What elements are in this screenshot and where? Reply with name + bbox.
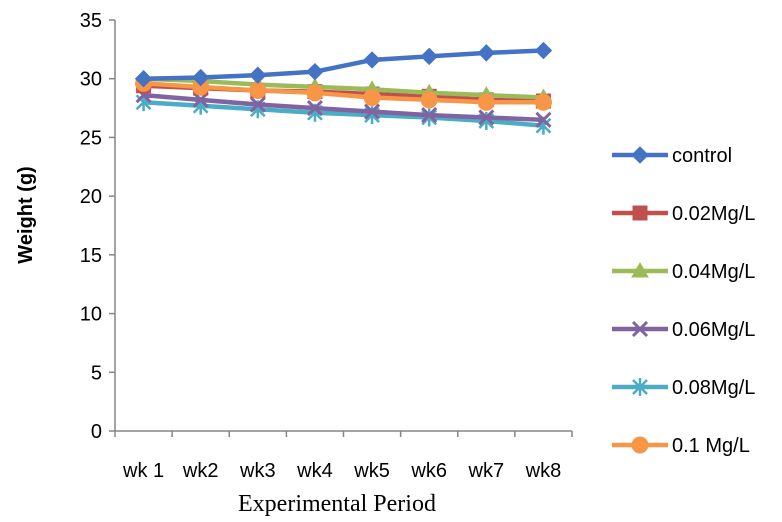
- data-point: [477, 93, 495, 111]
- legend-marker: [631, 436, 649, 454]
- data-point: [306, 84, 324, 102]
- legend-item: 0.04Mg/L: [612, 261, 755, 283]
- y-tick-label: 0: [91, 421, 102, 443]
- data-point: [363, 89, 381, 107]
- data-point: [364, 103, 381, 120]
- series-line: [143, 92, 544, 123]
- x-tick-label: wk2: [182, 460, 219, 482]
- x-tick-label: wk6: [410, 460, 447, 482]
- legend-item: 0.06Mg/L: [612, 319, 755, 341]
- x-axis-title: Experimental Period: [238, 491, 436, 517]
- data-point: [249, 81, 267, 99]
- legend-marker: [631, 146, 649, 164]
- x-tick-label: wk5: [353, 460, 390, 482]
- series-0: [134, 41, 553, 88]
- x-tick-label: wk4: [296, 460, 333, 482]
- data-point: [191, 68, 210, 87]
- legend-marker: [632, 378, 648, 396]
- data-point: [478, 109, 495, 126]
- legend-label: 0.04Mg/L: [672, 261, 755, 283]
- x-tick-label: wk3: [239, 460, 276, 482]
- data-point: [420, 91, 438, 109]
- legend-item: control: [612, 145, 732, 167]
- y-tick-label: 5: [91, 362, 102, 384]
- data-point: [420, 47, 438, 66]
- data-point: [421, 107, 438, 124]
- series-line: [143, 81, 544, 105]
- data-point: [363, 51, 381, 69]
- data-point: [477, 44, 496, 62]
- y-tick-label: 15: [80, 245, 102, 267]
- legend-label: 0.1 Mg/L: [672, 435, 750, 457]
- series-layer: [134, 41, 553, 135]
- legend-marker: [631, 320, 649, 338]
- data-point: [534, 41, 553, 60]
- legend-label: 0.02Mg/L: [672, 203, 755, 225]
- y-tick-label: 25: [80, 127, 102, 149]
- series-line: [143, 99, 544, 128]
- data-point: [249, 96, 266, 113]
- y-tick-label: 30: [80, 69, 102, 91]
- data-point: [534, 93, 552, 111]
- legend-item: 0.1 Mg/L: [612, 435, 750, 457]
- legend-marker: [631, 261, 649, 278]
- legend-label: control: [672, 145, 732, 167]
- data-point: [306, 62, 324, 81]
- legend-item: 0.08Mg/L: [612, 377, 755, 399]
- x-tick-label: wk 1: [122, 460, 164, 482]
- y-tick-label: 35: [80, 10, 102, 32]
- legend: control 0.02Mg/L 0.04Mg/L 0.06Mg/L 0.08Mg/L 0…: [612, 145, 755, 457]
- data-point: [249, 66, 267, 84]
- legend-marker: [632, 205, 648, 221]
- x-tick-label: wk8: [525, 460, 562, 482]
- y-tick-label: 10: [80, 304, 102, 326]
- data-point: [134, 70, 153, 88]
- x-tick-label: wk7: [468, 460, 505, 482]
- y-axis-title: Weight (g): [15, 166, 37, 263]
- series-line: [143, 76, 544, 100]
- series-line: [143, 48, 544, 81]
- plot-area: 0 5 10 15 20 25 30 35 wk 1 wk2 wk3 wk4 wk5 wk6 wk7 wk8: [80, 10, 573, 482]
- data-point: [535, 111, 552, 128]
- data-point: [306, 100, 323, 117]
- legend-label: 0.06Mg/L: [672, 319, 755, 341]
- legend-label: 0.08Mg/L: [672, 377, 755, 399]
- series-5: [135, 74, 552, 111]
- y-tick-label: 20: [80, 186, 102, 208]
- legend-item: 0.02Mg/L: [612, 203, 755, 225]
- series-3: [135, 87, 552, 128]
